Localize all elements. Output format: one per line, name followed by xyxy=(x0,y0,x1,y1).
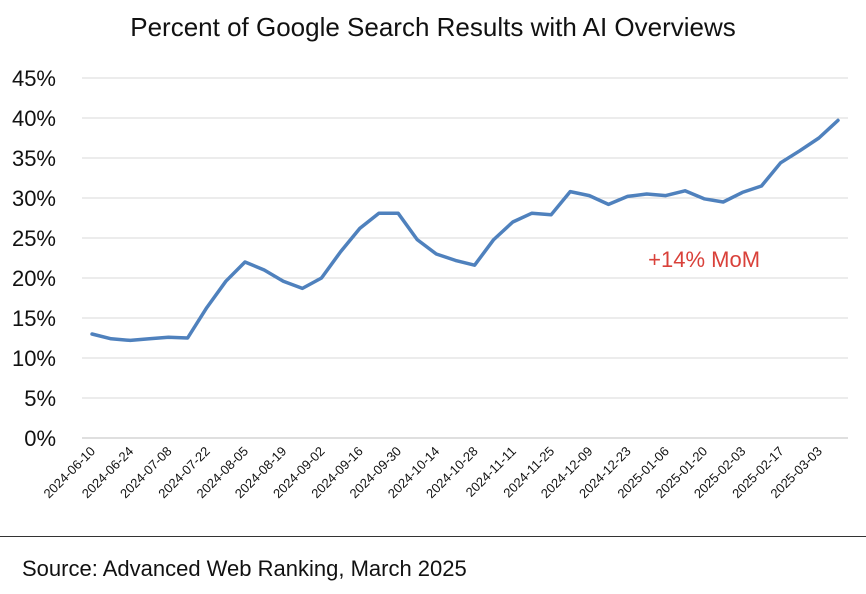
footer-divider xyxy=(0,536,866,537)
y-tick-label: 10% xyxy=(12,346,56,371)
y-axis-tick-labels: 0% 5% 10% 15% 20% 25% 30% 35% 40% 45% xyxy=(12,66,56,451)
series-line xyxy=(90,118,840,343)
line-chart: 0% 5% 10% 15% 20% 25% 30% 35% 40% 45% 2024-06-102… xyxy=(12,66,848,502)
gridlines xyxy=(82,77,848,439)
y-tick-label: 20% xyxy=(12,266,56,291)
y-tick-label: 35% xyxy=(12,146,56,171)
annotation-label: +14% MoM xyxy=(648,247,760,272)
series-layer xyxy=(90,118,840,343)
y-tick-label: 30% xyxy=(12,186,56,211)
chart-title: Percent of Google Search Results with AI… xyxy=(130,12,736,42)
y-tick-label: 40% xyxy=(12,106,56,131)
y-tick-label: 45% xyxy=(12,66,56,91)
x-axis-tick-labels: 2024-06-102024-06-242024-07-082024-07-22… xyxy=(40,444,825,502)
y-tick-label: 0% xyxy=(24,426,56,451)
annotations: +14% MoM xyxy=(648,247,760,272)
source-note: Source: Advanced Web Ranking, March 2025 xyxy=(22,556,467,581)
y-tick-label: 15% xyxy=(12,306,56,331)
y-tick-label: 5% xyxy=(24,386,56,411)
y-tick-label: 25% xyxy=(12,226,56,251)
